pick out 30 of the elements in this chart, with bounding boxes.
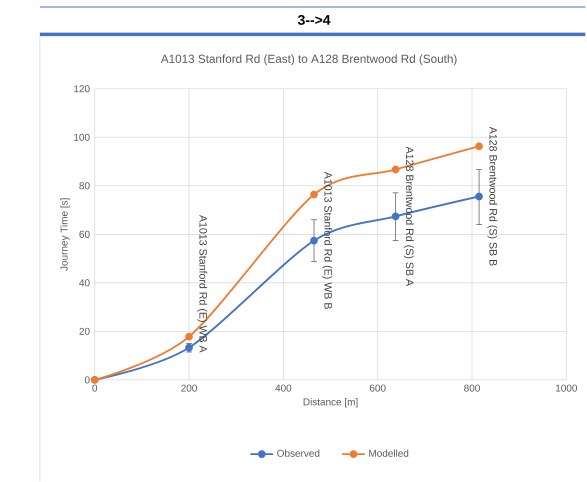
y-tick-label: 60 — [79, 230, 90, 238]
x-tick-label: 800 — [464, 384, 480, 392]
annotation: A128 Brentwood Rd (S) SB A — [404, 146, 414, 286]
x-tick-label: 400 — [275, 384, 292, 392]
x-tick-label: 1000 — [556, 384, 578, 392]
point — [185, 332, 193, 341]
y-tick-label: 100 — [74, 134, 90, 141]
y-tick-label: 20 — [79, 328, 90, 335]
annotation: A1013 Stanford Rd (E) WB A — [197, 214, 208, 353]
y-tick-label: 80 — [79, 182, 90, 190]
point — [310, 236, 318, 244]
y-tick-label: 40 — [79, 279, 90, 286]
point — [475, 142, 483, 150]
legend-label: Modelled — [369, 450, 408, 457]
chart-subtitle: A1013 Stanford Rd (East) to A128 Brentwood Rd (South) — [160, 54, 457, 66]
annotation: A128 Brentwood Rd (S) SB B — [487, 126, 498, 266]
x-tick-label: 0 — [92, 384, 98, 392]
x-axis-title: Distance [m] — [304, 398, 358, 408]
point — [392, 212, 400, 220]
legend-label: Observed — [277, 450, 320, 457]
y-axis-title: Journey Time [s] — [60, 198, 70, 271]
point — [475, 192, 483, 200]
chart-title: 3-->4 — [298, 15, 330, 25]
point — [310, 190, 318, 198]
annotation: A1013 Stanford Rd (E) WB B — [322, 172, 332, 309]
y-tick-label: 120 — [74, 85, 90, 92]
y-tick-label: 0 — [84, 376, 90, 384]
point — [392, 166, 400, 174]
x-tick-label: 600 — [370, 384, 386, 392]
x-tick-label: 200 — [181, 384, 197, 392]
